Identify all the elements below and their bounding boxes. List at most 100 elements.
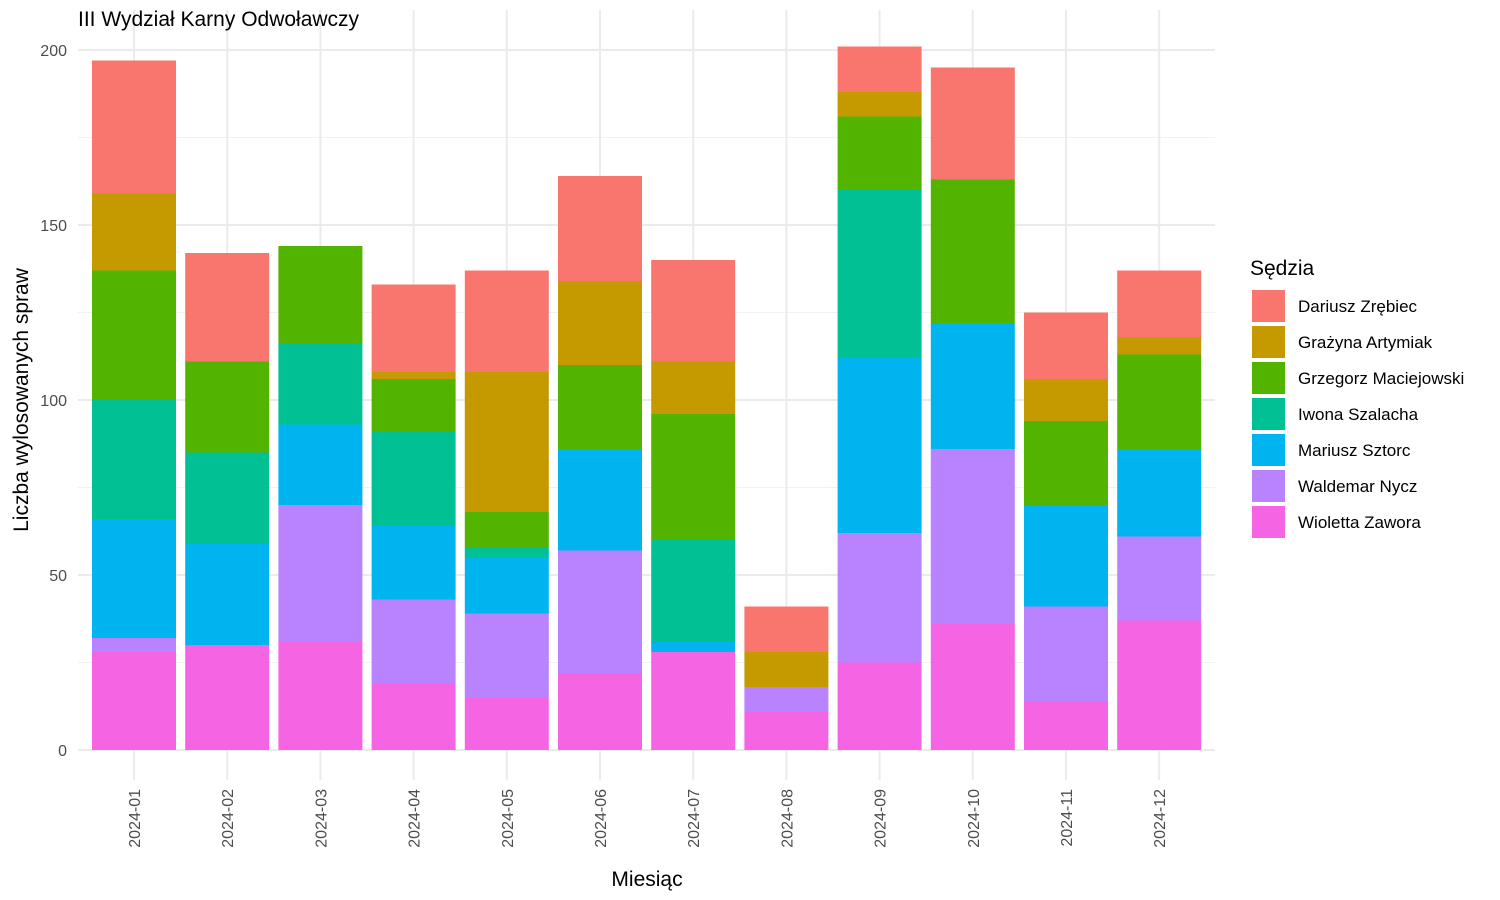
bar-segment	[1024, 701, 1108, 750]
bar-segment	[558, 365, 642, 449]
legend: Sędzia Dariusz Zrębiec Grażyna Artymiak Gr…	[1250, 257, 1464, 538]
bar-segment	[464, 372, 549, 512]
bar-segment	[92, 193, 176, 271]
bar-segment	[278, 246, 363, 344]
legend-label: Grażyna Artymiak	[1298, 333, 1433, 352]
bar-segment	[1117, 270, 1202, 337]
bar-segment	[744, 711, 829, 750]
bar-segment	[371, 431, 456, 526]
x-tick-label: 2024-06	[593, 789, 610, 848]
bar-segment	[371, 372, 456, 379]
y-tick-label: 0	[58, 743, 67, 760]
bar-segment	[558, 281, 642, 365]
x-tick-label: 2024-05	[500, 789, 517, 848]
bar-segment	[371, 526, 456, 600]
bar-segment	[185, 361, 270, 453]
x-tick-label: 2024-08	[779, 789, 796, 848]
bar-segment	[651, 641, 736, 652]
bar-segment	[651, 260, 736, 362]
bar-segment	[1117, 354, 1202, 449]
legend-swatch	[1252, 362, 1285, 394]
bar-segment	[651, 652, 736, 750]
bar-segment	[371, 683, 456, 750]
chart-title: III Wydział Karny Odwoławczy	[78, 8, 360, 31]
y-axis-title: Liczba wylosowanych spraw	[10, 267, 33, 532]
bar-segment	[1024, 421, 1108, 505]
bars-layer	[92, 46, 1202, 750]
bar-segment	[371, 379, 456, 432]
legend-swatch	[1252, 290, 1285, 322]
bar-segment	[278, 641, 363, 750]
bar-segment	[278, 424, 363, 505]
legend-label: Grzegorz Maciejowski	[1298, 369, 1464, 388]
x-tick-label: 2024-12	[1152, 789, 1169, 848]
legend-swatch	[1252, 470, 1285, 502]
x-tick-label: 2024-11	[1059, 789, 1076, 847]
bar-segment	[837, 662, 922, 750]
bar-segment	[464, 512, 549, 547]
legend-label: Dariusz Zrębiec	[1298, 297, 1418, 316]
x-axis-ticks: 2024-01 2024-02 2024-03 2024-04 2024-05 2024-…	[127, 789, 1169, 848]
bar-segment	[464, 613, 549, 698]
bar-segment	[278, 505, 363, 642]
legend-swatch	[1252, 398, 1285, 430]
bar-segment	[837, 46, 922, 92]
legend-swatch	[1252, 434, 1285, 466]
bar-segment	[837, 116, 922, 190]
bar-segment	[92, 60, 176, 194]
bar-segment	[837, 533, 922, 663]
x-tick-label: 2024-10	[966, 789, 983, 848]
bar-segment	[558, 449, 642, 551]
x-axis-title: Miesiąc	[611, 868, 682, 891]
y-tick-label: 200	[40, 43, 67, 60]
bar-segment	[371, 599, 456, 684]
bar-segment	[464, 697, 549, 750]
bar-segment	[744, 652, 829, 687]
bar-segment	[1117, 449, 1202, 537]
bar-segment	[930, 67, 1015, 180]
bar-segment	[837, 190, 922, 358]
bar-segment	[185, 452, 270, 544]
legend-swatch	[1252, 506, 1285, 538]
x-tick-label: 2024-03	[313, 789, 330, 848]
bar-segment	[930, 179, 1015, 323]
bar-segment	[651, 361, 736, 414]
bar-segment	[558, 176, 642, 281]
bar-segment	[371, 284, 456, 372]
bar-segment	[185, 253, 270, 362]
bar-segment	[558, 550, 642, 673]
legend-label: Waldemar Nycz	[1298, 477, 1417, 496]
bar-segment	[930, 323, 1015, 449]
bar-segment	[185, 645, 270, 750]
bar-segment	[92, 270, 176, 400]
y-axis-ticks: 0 50 100 150 200	[40, 43, 67, 760]
bar-segment	[744, 606, 829, 652]
y-tick-label: 50	[49, 568, 67, 585]
legend-label: Wioletta Zawora	[1298, 513, 1421, 532]
bar-segment	[464, 270, 549, 372]
x-tick-label: 2024-02	[220, 789, 237, 848]
legend-label: Mariusz Sztorc	[1298, 441, 1411, 460]
bar-segment	[92, 519, 176, 638]
bar-segment	[1024, 312, 1108, 379]
bar-segment	[1117, 536, 1202, 621]
bar-segment	[92, 638, 176, 652]
bar-segment	[837, 92, 922, 117]
bar-segment	[92, 652, 176, 750]
x-tick-label: 2024-09	[873, 789, 890, 848]
bar-segment	[1024, 505, 1108, 607]
x-tick-label: 2024-01	[127, 789, 144, 848]
legend-swatch	[1252, 326, 1285, 358]
bar-segment	[185, 543, 270, 645]
bar-segment	[744, 687, 829, 712]
bar-segment	[651, 540, 736, 642]
x-tick-label: 2024-07	[686, 789, 703, 848]
legend-title: Sędzia	[1250, 257, 1315, 280]
x-tick-label: 2024-04	[407, 789, 424, 848]
bar-segment	[1117, 337, 1202, 355]
bar-segment	[464, 557, 549, 614]
bar-segment	[464, 547, 549, 558]
bar-segment	[1024, 379, 1108, 421]
bar-segment	[837, 358, 922, 533]
